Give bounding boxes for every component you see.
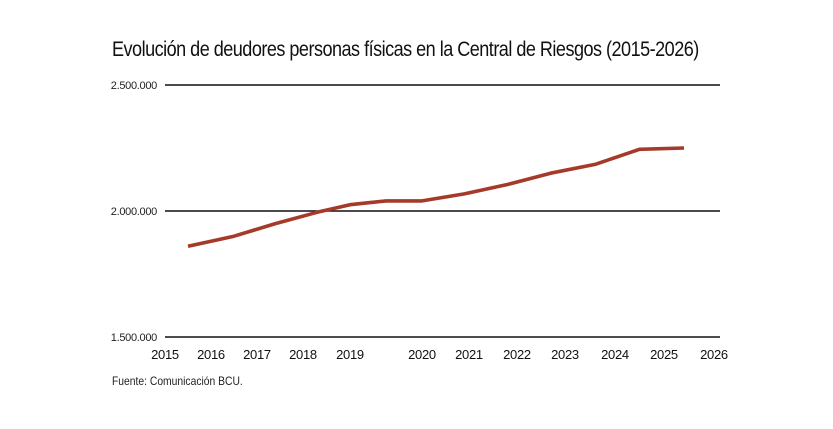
x-tick-label: 2015 <box>151 347 179 362</box>
gridlines <box>165 84 720 338</box>
y-tick-label: 2.000.000 <box>111 206 157 218</box>
x-tick-label: 2023 <box>551 347 579 362</box>
series-line <box>187 146 685 249</box>
x-tick-label: 2017 <box>243 347 271 362</box>
x-tick-label: 2025 <box>650 347 678 362</box>
x-tick-label: 2018 <box>289 347 317 362</box>
x-tick-label: 2019 <box>336 347 364 362</box>
y-tick-labels: 2.500.000 2.000.000 1.500.000 <box>111 80 158 344</box>
x-tick-label: 2021 <box>455 347 483 362</box>
y-tick-label: 2.500.000 <box>111 80 157 92</box>
source-note: Fuente: Comunicación BCU. <box>112 374 243 388</box>
y-tick-label: 1.500.000 <box>111 332 157 344</box>
x-tick-label: 2026 <box>700 347 728 362</box>
x-tick-label: 2022 <box>503 347 531 362</box>
x-tick-label: 2024 <box>601 347 629 362</box>
x-tick-labels: 2015 2016 2017 2018 2019 2020 2021 2022 2023 2024… <box>151 347 728 362</box>
series-lines <box>187 146 685 249</box>
x-tick-label: 2020 <box>408 347 436 362</box>
x-tick-label: 2016 <box>197 347 225 362</box>
chart-title: Evolución de deudores personas físicas e… <box>112 38 699 61</box>
